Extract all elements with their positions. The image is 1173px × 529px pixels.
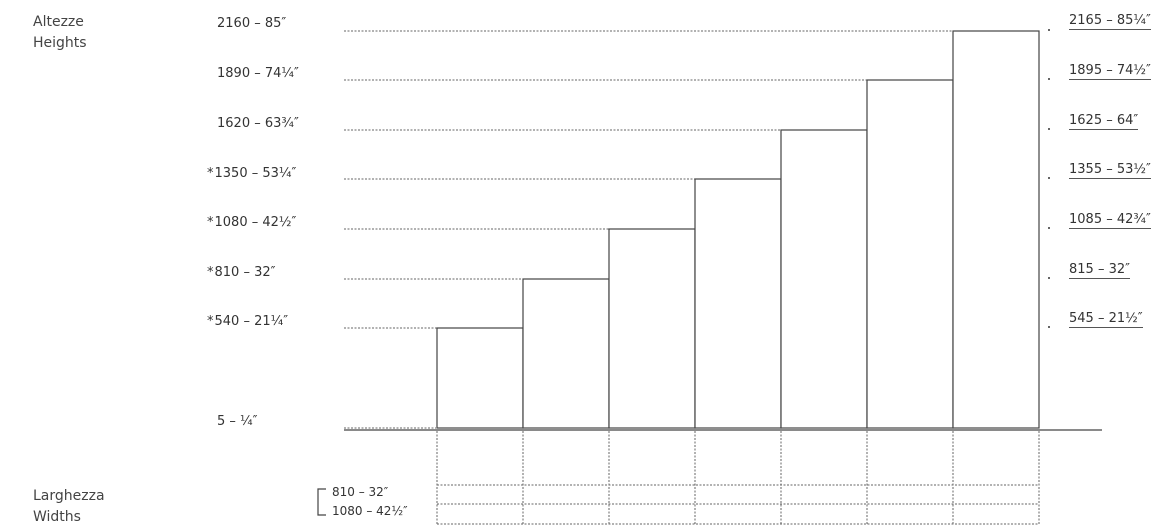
panel-1620 — [780, 129, 868, 429]
tick — [1048, 326, 1050, 328]
star-mark: * — [207, 166, 214, 181]
right-height-label: 1085 – 42¾″ — [1069, 212, 1151, 229]
left-height-text: 1080 – 42½″ — [214, 215, 297, 230]
widths-header-it: Larghezza — [33, 488, 105, 504]
right-height-label: 815 – 32″ — [1069, 262, 1130, 279]
right-height-label: 545 – 21½″ — [1069, 311, 1143, 328]
width-bracket — [317, 488, 326, 516]
width-option-label: 810 – 32″ — [332, 485, 389, 499]
widths-header-en: Widths — [33, 509, 81, 525]
panels — [436, 30, 1040, 429]
right-height-label: 1355 – 53½″ — [1069, 162, 1151, 179]
panel-540 — [436, 327, 524, 429]
right-height-label: 1625 – 64″ — [1069, 113, 1139, 130]
left-height-label: *1350 – 53¼″ — [207, 166, 296, 181]
heights-header: Altezze Heights — [33, 12, 87, 54]
panel-1350 — [694, 178, 782, 429]
right-ticks — [1048, 29, 1050, 328]
left-height-label: 2160 – 85″ — [207, 16, 286, 31]
star-mark: * — [207, 265, 214, 280]
star-mark: * — [207, 215, 214, 230]
tick — [1048, 277, 1050, 279]
tick — [1048, 227, 1050, 229]
panel-1890 — [866, 79, 954, 429]
width-option-label: 1080 – 42½″ — [332, 504, 408, 518]
left-height-label: 1890 – 74¼″ — [207, 66, 299, 81]
heights-header-en: Heights — [33, 35, 87, 51]
left-height-text: 540 – 21¼″ — [214, 314, 289, 329]
panel-810 — [522, 278, 610, 429]
left-height-text: 1620 – 63¾″ — [217, 116, 299, 131]
heights-header-it: Altezze — [33, 14, 84, 30]
left-height-text: 1350 – 53¼″ — [214, 166, 297, 181]
left-height-label: *1080 – 42½″ — [207, 215, 296, 230]
right-height-label: 1895 – 74½″ — [1069, 63, 1151, 80]
left-height-text: 1890 – 74¼″ — [217, 66, 299, 81]
tick — [1048, 29, 1050, 31]
base-height-label: 5 – ¼″ — [217, 414, 258, 429]
panel-2160 — [952, 30, 1040, 429]
right-height-label: 2165 – 85¼″ — [1069, 13, 1151, 30]
left-height-label: 1620 – 63¾″ — [207, 116, 299, 131]
tick — [1048, 177, 1050, 179]
tick — [1048, 128, 1050, 130]
widths-header: Larghezza Widths — [33, 486, 105, 528]
width-grid — [436, 431, 1040, 525]
panel-1080 — [608, 228, 696, 429]
left-height-label: *810 – 32″ — [207, 265, 275, 280]
left-height-text: 810 – 32″ — [214, 265, 276, 280]
tick — [1048, 78, 1050, 80]
star-mark: * — [207, 314, 214, 329]
left-height-text: 2160 – 85″ — [217, 16, 287, 31]
left-height-label: *540 – 21¼″ — [207, 314, 288, 329]
